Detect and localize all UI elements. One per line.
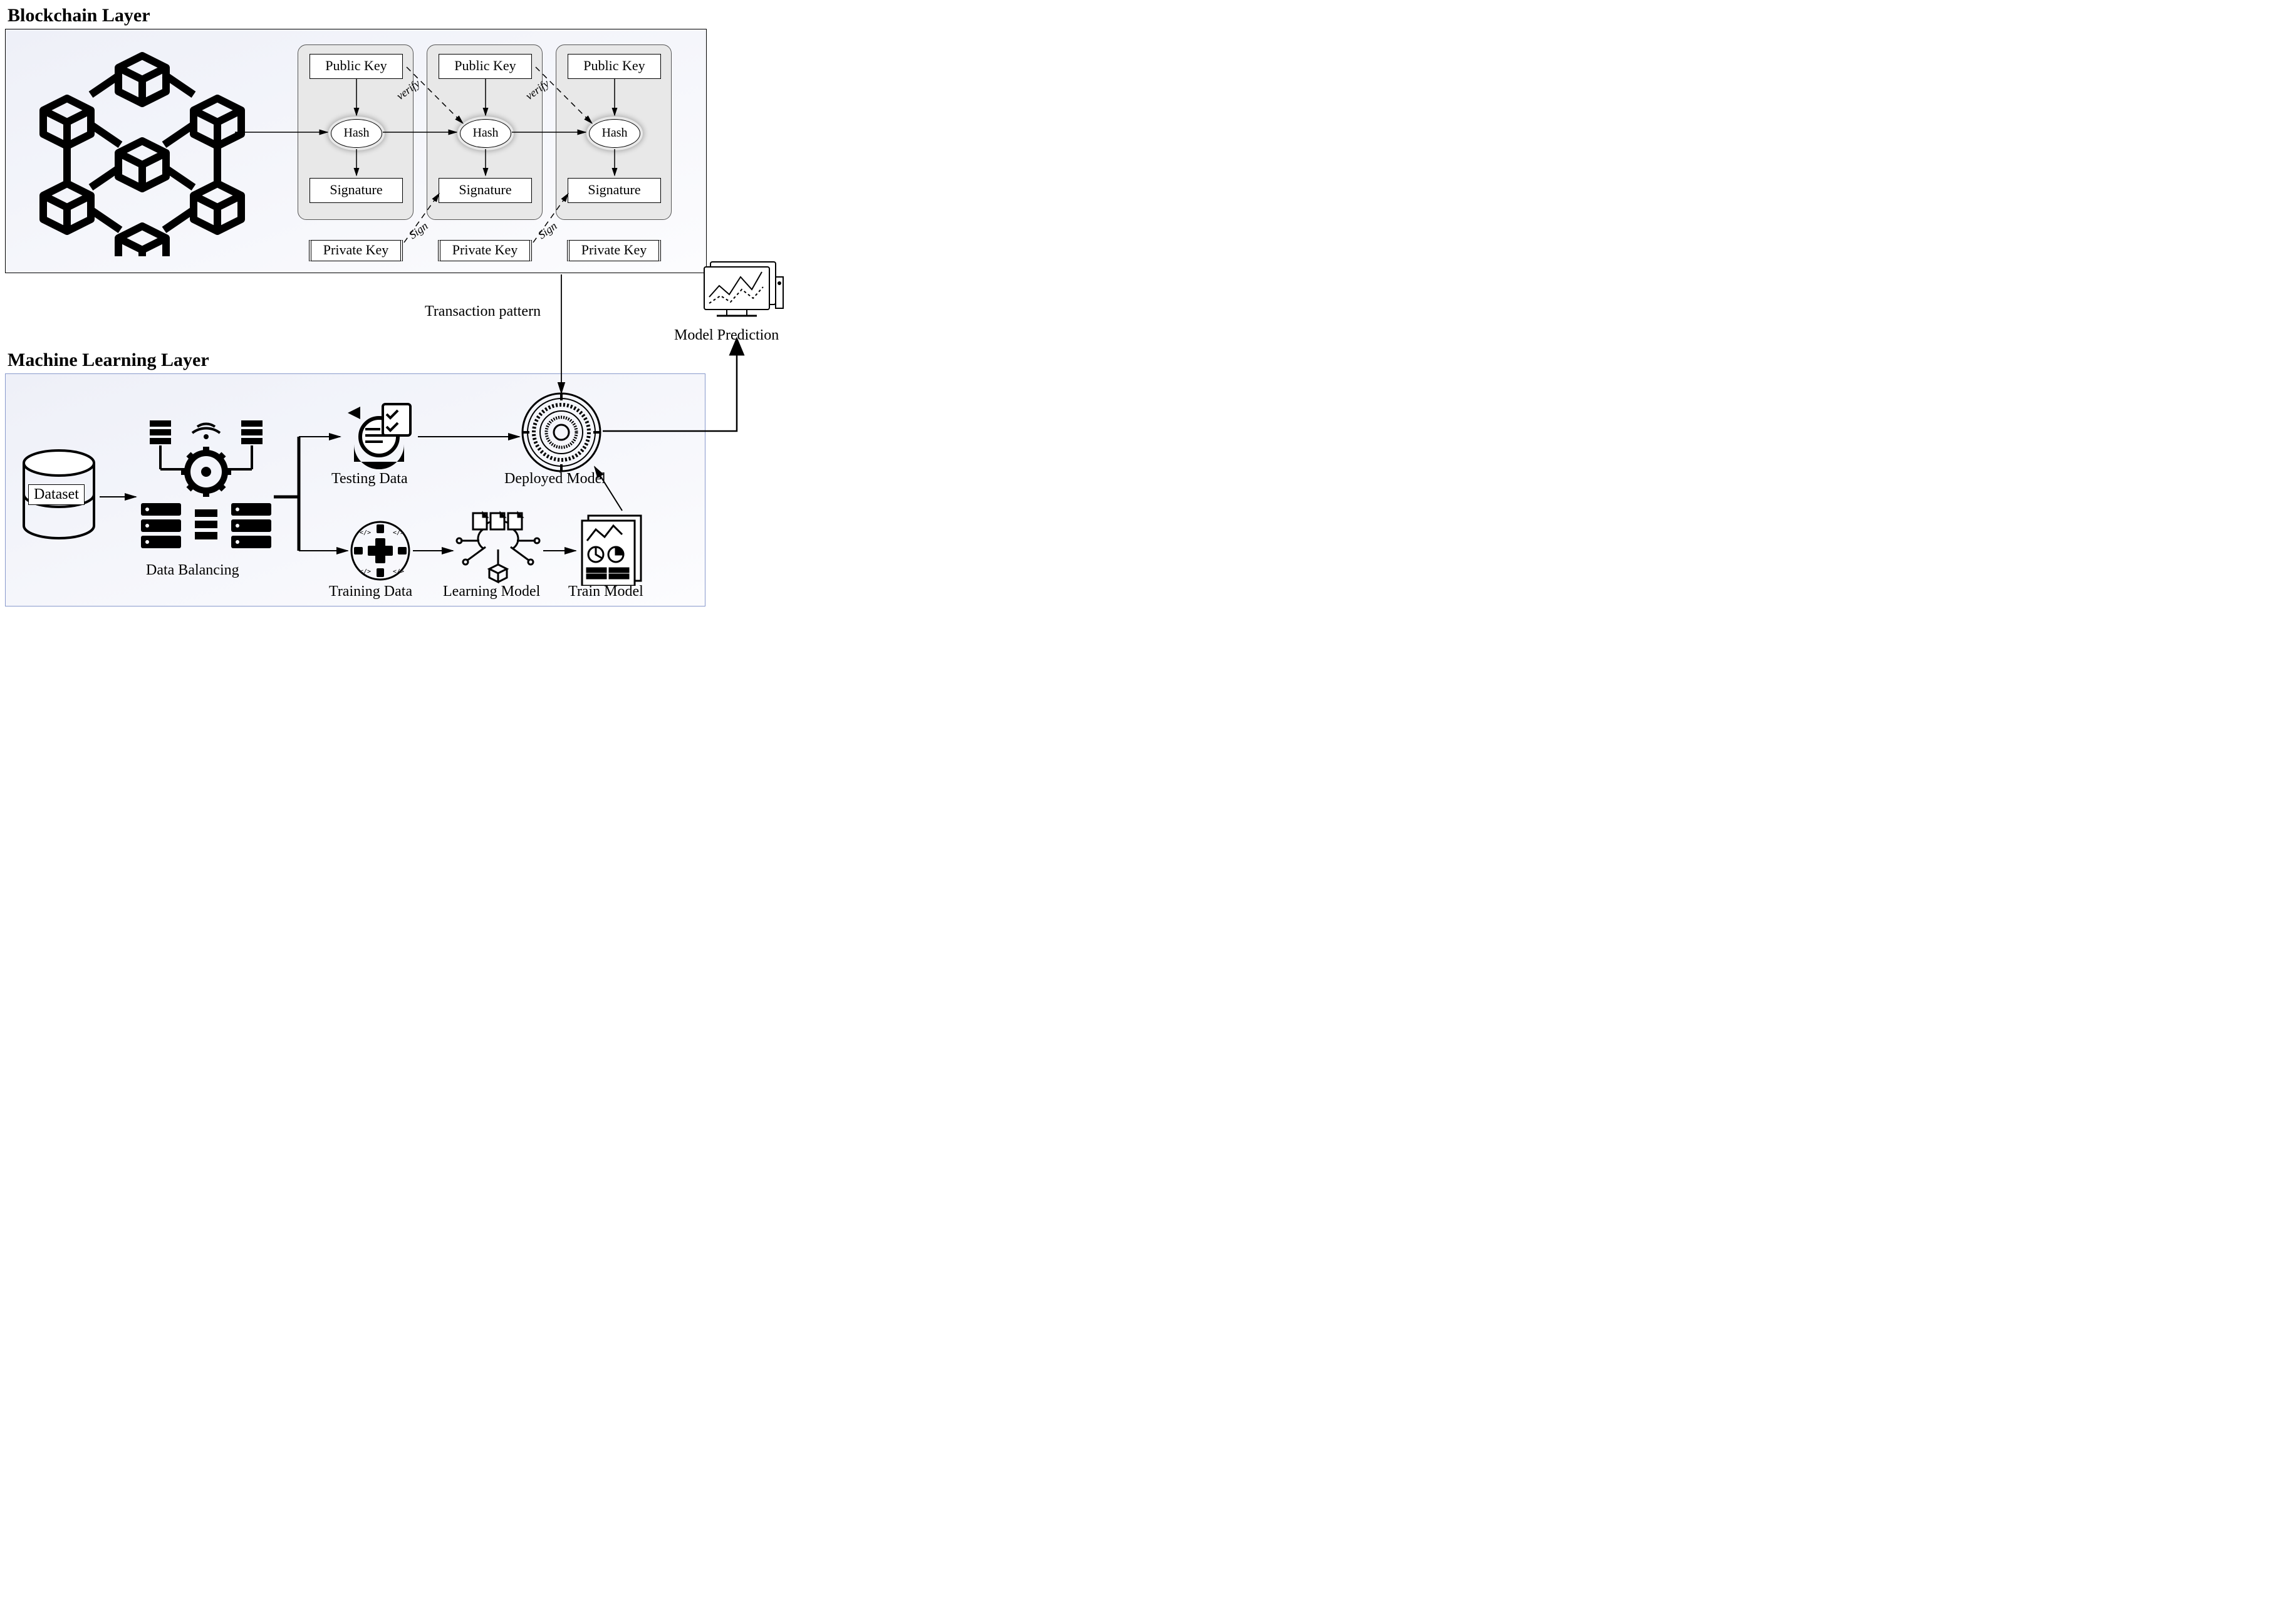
blockchain-layer-box: Public Key Hash Signature Public Key Has…: [5, 29, 707, 273]
private-key-box-1: Private Key: [309, 240, 403, 261]
block-panel-3: Public Key Hash Signature: [556, 44, 672, 220]
data-balancing-label: Data Balancing: [146, 562, 239, 579]
signature-box: Signature: [439, 178, 532, 203]
train-model-icon: [577, 511, 646, 586]
train-model-label: Train Model: [568, 583, 643, 600]
data-balancing-icon: [137, 415, 275, 560]
dataset-label: Dataset: [28, 484, 85, 505]
svg-text:</>: </>: [360, 529, 371, 536]
sign-label-2: Sign: [536, 219, 559, 242]
testing-data-label: Testing Data: [331, 471, 408, 487]
inter-layer-region: Transaction pattern Model Prediction: [5, 281, 794, 350]
training-data-label: Training Data: [329, 583, 412, 600]
signature-box: Signature: [568, 178, 661, 203]
svg-text:</>: </>: [360, 568, 371, 575]
public-key-box: Public Key: [309, 54, 403, 79]
learning-model-label: Learning Model: [443, 583, 540, 600]
model-prediction-label: Model Prediction: [674, 327, 779, 344]
hash-node: Hash: [331, 119, 382, 148]
signature-box: Signature: [309, 178, 403, 203]
blockchain-network-icon: [23, 37, 261, 256]
testing-data-icon: [341, 400, 417, 469]
deployed-model-icon: [521, 392, 602, 473]
learning-model-icon: [454, 511, 542, 586]
public-key-box: Public Key: [439, 54, 532, 79]
monitor-icon: [699, 258, 787, 327]
hash-node: Hash: [460, 119, 511, 148]
sign-label-1: Sign: [407, 219, 430, 242]
ml-layer-title: Machine Learning Layer: [5, 350, 784, 371]
private-key-box-3: Private Key: [567, 240, 661, 261]
transaction-pattern-label: Transaction pattern: [425, 303, 541, 320]
svg-text:</>: </>: [393, 568, 404, 575]
block-panel-2: Public Key Hash Signature: [427, 44, 543, 220]
block-panel-1: Public Key Hash Signature: [298, 44, 414, 220]
deployed-model-label: Deployed Model: [504, 471, 606, 487]
svg-text:</>: </>: [393, 529, 404, 536]
hash-node: Hash: [589, 119, 640, 148]
public-key-box: Public Key: [568, 54, 661, 79]
training-data-icon: </> </> </> </>: [349, 519, 412, 582]
blockchain-layer-title: Blockchain Layer: [5, 5, 784, 26]
private-key-box-2: Private Key: [438, 240, 532, 261]
ml-layer-box: Dataset: [5, 373, 705, 606]
